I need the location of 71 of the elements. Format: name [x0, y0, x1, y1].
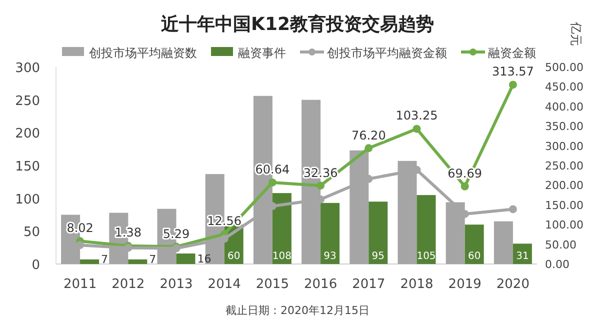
data-label: 105 [416, 251, 436, 262]
x-tick-label: 2014 [208, 277, 241, 292]
point [76, 241, 84, 250]
y2-tick-label: 300.00 [545, 140, 584, 153]
y-tick-label: 100 [15, 192, 40, 208]
y2-tick-label: 0.00 [545, 258, 570, 271]
annotation: 313.57 [492, 64, 534, 79]
x-tick-label: 2012 [112, 277, 145, 292]
point [412, 124, 421, 133]
x-tick-label: 2016 [304, 277, 338, 292]
data-label: 60 [227, 251, 240, 262]
data-label: 60 [468, 251, 481, 262]
y-tick-label: 150 [15, 160, 40, 174]
legend-label: 融资事件 [238, 46, 286, 60]
annotation: 5.29 [162, 226, 190, 241]
data-label: 7 [101, 253, 108, 266]
y-tick-label: 300 [15, 61, 40, 76]
data-label: 95 [372, 251, 385, 262]
annotation: 8.02 [66, 221, 94, 236]
bar [494, 221, 513, 264]
x-tick-label: 2015 [256, 277, 289, 292]
legend-label: 创投市场平均融资数 [89, 46, 197, 60]
y2-tick-label: 400.00 [545, 100, 584, 114]
y2-tick-label: 100.00 [545, 218, 584, 232]
point [508, 205, 517, 214]
y2-axis-title: 亿元 [569, 21, 583, 46]
data-label: 16 [197, 252, 212, 266]
y2-tick-label: 150.00 [545, 198, 584, 212]
bar [176, 253, 196, 264]
x-tick-label: 2019 [448, 277, 482, 292]
annotation: 76.20 [351, 128, 386, 142]
y2-tick-label: 200.00 [545, 179, 584, 192]
text: 截止日期：2020年12月15日 [226, 304, 370, 317]
point [316, 182, 325, 190]
bar [320, 202, 340, 264]
y2-tick-label: 450.00 [545, 80, 584, 94]
annotation: 103.25 [396, 108, 438, 123]
x-tick-label: 2020 [496, 277, 530, 292]
y-tick-label: 0 [32, 258, 40, 273]
bar [512, 244, 532, 264]
bar [368, 202, 388, 264]
annotation: 60.64 [255, 162, 290, 177]
x-tick-label: 2017 [352, 277, 386, 292]
y2-tick-label: 50.00 [545, 238, 576, 252]
annotation: 1.38 [114, 226, 142, 240]
y2-tick-label: 250.00 [545, 160, 584, 172]
x-tick-label: 2011 [64, 277, 97, 292]
point [220, 234, 228, 243]
data-label: 31 [516, 251, 529, 262]
data-label: 108 [272, 251, 292, 262]
data-label: 7 [149, 253, 156, 266]
legend-label: 创投市场平均融资金额 [327, 46, 447, 60]
point [460, 182, 469, 190]
x-tick-label: 2013 [160, 277, 193, 292]
bar [128, 259, 148, 264]
y-tick-label: 50 [23, 225, 40, 240]
y-tick-label: 250 [15, 94, 40, 109]
y-tick-label: 200 [15, 126, 40, 142]
point [364, 144, 373, 152]
bar [464, 224, 484, 264]
bar [416, 195, 436, 264]
chart-title: 近十年中国K12教育投资交易趋势 [160, 13, 434, 35]
legend-label: 融资金额 [488, 46, 536, 60]
y2-tick-label: 350.00 [545, 120, 584, 134]
y2-tick-label: 500.00 [545, 61, 584, 74]
bar [272, 193, 292, 264]
data-label: 93 [324, 251, 336, 262]
bar [80, 259, 100, 264]
point [268, 178, 276, 186]
point [508, 80, 517, 89]
x-tick-label: 2018 [400, 277, 434, 292]
